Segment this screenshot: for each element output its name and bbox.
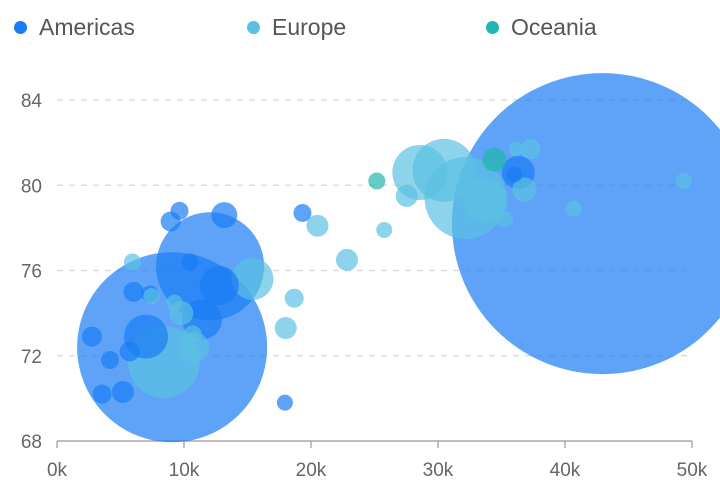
bubble-oceania bbox=[482, 147, 507, 172]
bubble-americas bbox=[293, 203, 312, 222]
bubble-americas bbox=[276, 394, 293, 411]
legend-dot-oceania bbox=[486, 20, 499, 34]
x-tick-label: 50k bbox=[677, 460, 708, 481]
y-tick-label: 72 bbox=[21, 347, 42, 368]
legend-item-europe[interactable]: Europe bbox=[247, 12, 346, 42]
bubble-europe bbox=[306, 214, 329, 237]
bubble-europe bbox=[565, 200, 582, 217]
x-tick-label: 0k bbox=[47, 460, 68, 481]
bubble-europe bbox=[335, 248, 358, 271]
bubble-europe bbox=[143, 288, 160, 305]
bubble-europe bbox=[183, 325, 202, 344]
bubble-americas bbox=[199, 265, 239, 305]
legend-label-americas: Americas bbox=[39, 13, 135, 40]
bubble-europe bbox=[376, 222, 393, 239]
bubble-americas bbox=[181, 253, 199, 271]
bubble-europe bbox=[508, 142, 523, 157]
x-tick-label: 20k bbox=[296, 460, 327, 481]
bubble-europe bbox=[231, 258, 274, 301]
bubble-americas bbox=[211, 202, 238, 229]
y-tick-label: 76 bbox=[21, 262, 42, 283]
bubble-europe bbox=[497, 211, 514, 228]
bubble-europe bbox=[512, 177, 537, 202]
y-tick-label: 68 bbox=[21, 432, 42, 453]
bubble-europe bbox=[284, 288, 304, 308]
bubble-europe bbox=[395, 184, 418, 207]
legend-label-europe: Europe bbox=[272, 13, 347, 40]
bubble-americas bbox=[506, 166, 523, 183]
chart-legend: Americas Europe Oceania bbox=[0, 12, 720, 42]
bubble-europe bbox=[520, 139, 541, 160]
bubble-europe bbox=[462, 178, 507, 223]
x-tick-label: 40k bbox=[550, 460, 581, 481]
bubble-oceania bbox=[368, 172, 386, 190]
bubble-americas bbox=[81, 326, 102, 347]
y-tick-label: 80 bbox=[21, 176, 42, 197]
bubble-americas bbox=[111, 380, 134, 403]
x-tick-label: 10k bbox=[169, 460, 200, 481]
y-tick-label: 84 bbox=[21, 91, 43, 112]
bubble-americas bbox=[92, 384, 112, 404]
legend-label-oceania: Oceania bbox=[511, 13, 597, 40]
bubble-europe bbox=[274, 317, 297, 340]
bubble-europe bbox=[123, 253, 141, 271]
bubble-americas bbox=[100, 351, 119, 370]
bubble-americas bbox=[123, 281, 144, 302]
legend-dot-europe bbox=[247, 20, 260, 34]
bubble-americas bbox=[119, 341, 140, 362]
bubble-europe bbox=[675, 172, 692, 189]
legend-dot-americas bbox=[14, 20, 27, 34]
x-tick-label: 30k bbox=[423, 460, 454, 481]
legend-item-americas[interactable]: Americas bbox=[14, 12, 135, 42]
bubble-europe bbox=[166, 294, 183, 311]
bubble-americas bbox=[170, 201, 189, 220]
legend-item-oceania[interactable]: Oceania bbox=[486, 12, 597, 42]
